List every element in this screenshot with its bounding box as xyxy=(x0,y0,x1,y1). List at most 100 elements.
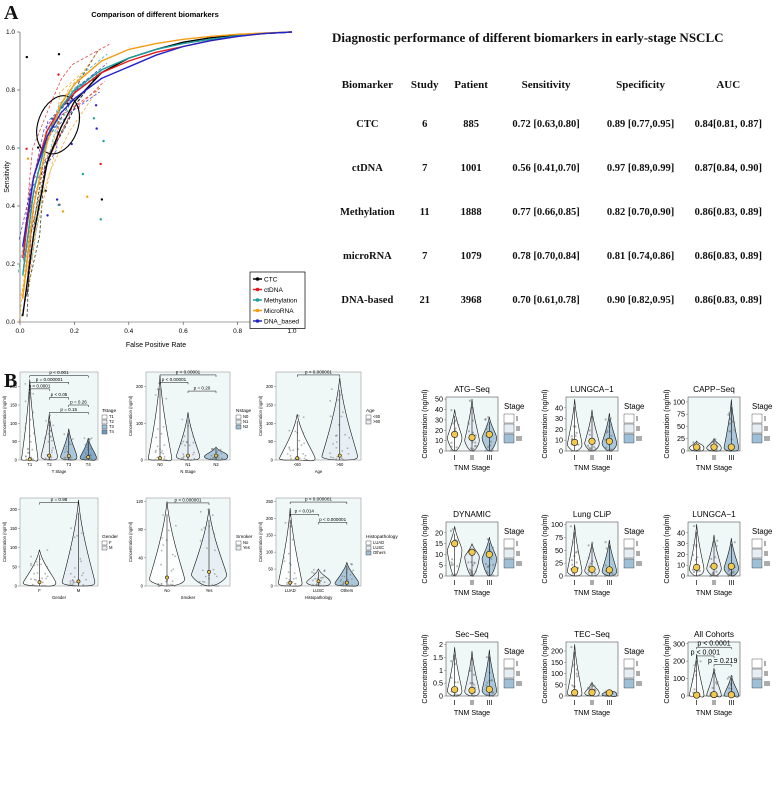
jitter-point xyxy=(70,527,72,530)
facet-legend-swatch xyxy=(101,414,108,420)
jitter-point xyxy=(69,580,72,583)
jitter-point xyxy=(198,580,201,583)
facet-x-tick-label: T2 xyxy=(47,462,53,467)
jitter-point xyxy=(332,443,334,445)
facet-x-axis-label: N Stage xyxy=(180,469,196,474)
facet-y-tick-label: 40 xyxy=(677,528,685,537)
facet-x-axis-label: TNM Stage xyxy=(696,463,732,472)
roc-study-point xyxy=(95,127,98,130)
facet-legend-label: I xyxy=(636,659,638,668)
jitter-point xyxy=(160,549,163,552)
facet-y-tick-label: 5 xyxy=(439,561,443,570)
jitter-point xyxy=(484,418,487,421)
jitter-point xyxy=(50,456,53,459)
jitter-point xyxy=(69,443,72,446)
jitter-point xyxy=(575,431,578,434)
violin-median-point xyxy=(66,454,71,458)
facet-legend-swatch xyxy=(623,423,635,434)
jitter-point xyxy=(213,458,216,461)
jitter-point xyxy=(24,400,27,403)
jitter-point xyxy=(212,568,215,571)
facet-x-tick-label: I xyxy=(454,698,456,707)
jitter-point xyxy=(220,457,223,460)
facet-title: LUNGCA−1 xyxy=(570,385,614,394)
jitter-point xyxy=(489,574,492,577)
jitter-point xyxy=(575,574,578,577)
roc-legend-label: ctDNA xyxy=(264,287,283,294)
facet-y-tick-label: 100 xyxy=(551,669,563,678)
jitter-point xyxy=(211,584,214,586)
cell-study: 7 xyxy=(422,250,428,262)
jitter-point xyxy=(63,433,66,436)
facet-y-tick-label: 250 xyxy=(266,499,274,504)
jitter-point xyxy=(485,570,488,573)
jitter-point xyxy=(692,441,695,444)
jitter-point xyxy=(44,572,47,575)
jitter-point xyxy=(472,449,475,453)
jitter-point xyxy=(485,656,488,659)
jitter-point xyxy=(79,557,82,560)
facet-legend-swatch xyxy=(623,538,635,549)
cell-patient: 1888 xyxy=(460,206,482,218)
facet-legend-label: I xyxy=(764,414,766,423)
jitter-point xyxy=(157,582,160,585)
roc-series-line xyxy=(22,31,293,247)
jitter-point xyxy=(731,420,734,423)
jitter-point xyxy=(50,451,53,454)
jitter-point xyxy=(84,453,87,456)
facet-y-tick-label: 15 xyxy=(435,539,443,548)
facet-legend-label: III xyxy=(764,434,770,443)
pvalue-bracket xyxy=(187,390,217,394)
facet-x-axis-label: TNM Stage xyxy=(574,708,610,717)
roc-study-curve xyxy=(19,62,100,301)
facet-legend-swatch xyxy=(503,538,515,549)
facet-legend-swatch xyxy=(623,668,635,679)
jitter-point xyxy=(450,449,453,452)
facet-legend-title: Stage xyxy=(624,402,644,411)
jitter-point xyxy=(486,565,489,569)
violin-median-point xyxy=(571,566,579,574)
violin-median-point xyxy=(47,453,52,458)
jitter-point xyxy=(88,438,91,440)
roc-confidence-ellipse xyxy=(36,95,81,155)
facet-y-tick-label: 300 xyxy=(673,639,685,648)
jitter-point xyxy=(190,459,193,461)
jitter-point xyxy=(73,536,76,539)
jitter-point xyxy=(312,568,315,571)
jitter-point xyxy=(335,441,338,443)
jitter-point xyxy=(90,437,93,440)
jitter-point xyxy=(161,537,163,539)
jitter-point xyxy=(200,584,203,587)
jitter-point xyxy=(339,394,342,396)
roc-legend-label: MicroRNA xyxy=(264,308,294,315)
facet-y-tick-label: 30 xyxy=(435,415,443,424)
jitter-point xyxy=(469,571,472,574)
pvalue-label: p = 0.20 xyxy=(194,386,211,391)
jitter-point xyxy=(569,525,573,528)
cell-biomarker: CTC xyxy=(356,118,379,130)
roc-legend-marker xyxy=(255,287,260,292)
cell-study: 21 xyxy=(419,294,430,306)
jitter-point xyxy=(691,677,694,681)
jitter-point xyxy=(474,570,477,573)
jitter-point xyxy=(163,444,166,446)
pvalue-label: p < 0.0001 xyxy=(29,383,51,388)
jitter-point xyxy=(336,455,339,458)
table-row: DNA-based 21 3968 0.70 [0.61,0.78] 0.90 [0.8… xyxy=(330,278,770,322)
jitter-point xyxy=(576,550,579,553)
jitter-point xyxy=(217,585,220,587)
jitter-point xyxy=(711,686,714,690)
jitter-point xyxy=(604,574,607,578)
violin-median-point xyxy=(588,688,596,696)
jitter-point xyxy=(605,431,608,434)
facet-y-tick-label: 150 xyxy=(266,533,274,538)
facet-legend-label: I xyxy=(516,539,518,548)
jitter-point xyxy=(298,439,301,442)
jitter-point xyxy=(351,578,353,580)
jitter-point xyxy=(27,451,30,454)
roc-study-point xyxy=(36,146,40,149)
roc-legend-marker xyxy=(255,319,260,323)
jitter-point xyxy=(692,570,696,574)
roc-chart: Comparison of different biomarkers 0.0 0.2… xyxy=(4,10,306,349)
facet-legend-swatch xyxy=(751,423,763,434)
